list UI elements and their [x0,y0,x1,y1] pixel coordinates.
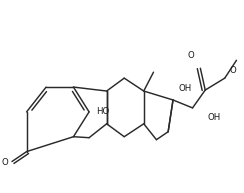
Text: OH: OH [207,113,220,122]
Text: OH: OH [179,84,192,93]
Text: O: O [1,158,8,167]
Text: O: O [188,51,194,60]
Text: O: O [230,66,236,75]
Text: HO: HO [96,107,110,116]
